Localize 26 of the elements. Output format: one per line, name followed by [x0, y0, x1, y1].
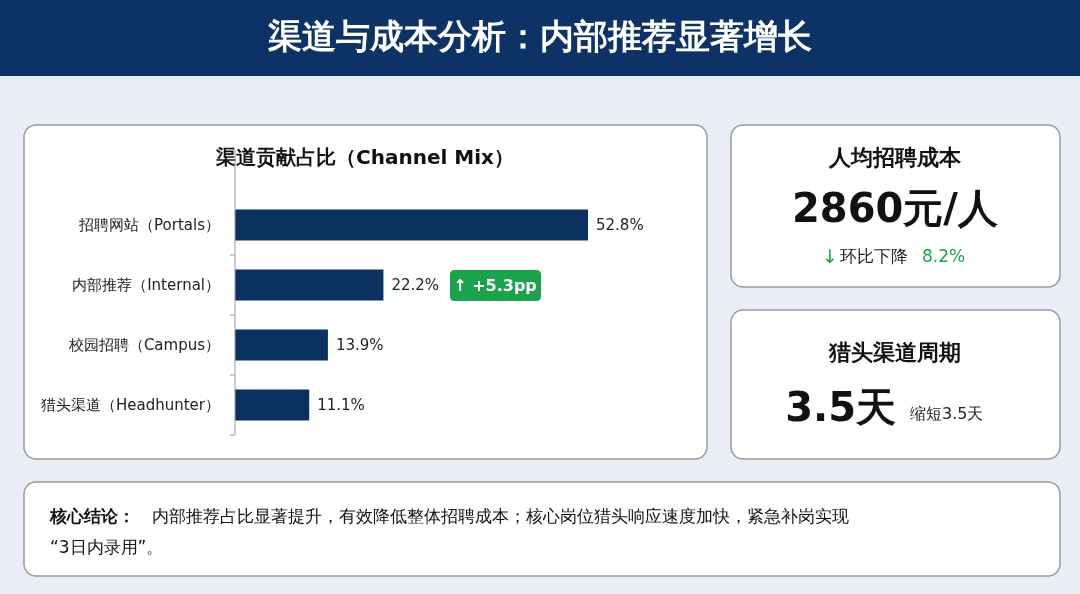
text: 核心结论： [49, 506, 135, 526]
text: 3.5天 [785, 384, 896, 430]
text: 渠道与成本分析：内部推荐显著增长 [267, 16, 812, 56]
bar [235, 269, 384, 301]
chart-title: 渠道贡献占比（Channel Mix） [215, 145, 514, 169]
y-tick-label: 猎头渠道（Headhunter） [40, 396, 220, 414]
text: 8.2% [922, 246, 966, 266]
data-label: 52.8% [596, 216, 644, 234]
data-label: 11.1% [317, 396, 365, 414]
annotation: ↑ +5.3pp [453, 276, 537, 295]
text: 环比下降 [840, 246, 908, 266]
text: 人均招聘成本 [828, 145, 962, 170]
text: 2860元/人 [792, 185, 999, 231]
y-tick-label: 招聘网站（Portals） [78, 216, 220, 234]
text: ↓ [822, 245, 838, 267]
text: 猎头渠道周期 [828, 340, 961, 365]
bar [235, 209, 588, 241]
text: “3日内录用”。 [50, 537, 164, 557]
y-tick-label: 校园招聘（Campus） [67, 336, 220, 354]
data-label: 22.2% [391, 276, 440, 294]
y-tick-label: 内部推荐（Internal） [72, 276, 220, 294]
data-label: 13.9% [335, 336, 384, 354]
bar [235, 329, 328, 361]
bar [235, 389, 310, 421]
text: 内部推荐占比显著提升，有效降低整体招聘成本；核心岗位猎头响应速度加快，紧急补岗实现 [152, 506, 849, 526]
text: 缩短3.5天 [910, 404, 984, 423]
